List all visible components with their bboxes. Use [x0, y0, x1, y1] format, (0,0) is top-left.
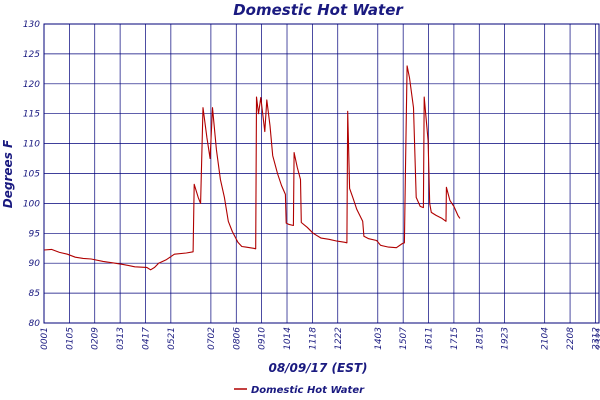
x-axis-label: 08/09/17 (EST) [268, 361, 367, 375]
x-tick-label: 0702 [207, 327, 217, 350]
y-tick-label: 110 [23, 140, 40, 150]
y-tick-labels: 80 85 90 95 100 105 110 115 120 125 130 [23, 20, 40, 329]
y-tick-label: 80 [29, 319, 41, 329]
x-tick-label: 0209 [91, 327, 101, 350]
x-tick-label: 1222 [334, 327, 344, 350]
x-tick-label: 0806 [232, 327, 242, 350]
y-tick-label: 125 [23, 50, 40, 60]
x-tick-label: 0313 [116, 327, 126, 350]
x-tick-label: 0521 [167, 327, 177, 350]
y-tick-label: 105 [23, 170, 40, 180]
y-tick-label: 95 [29, 229, 41, 239]
x-tick-label: 0001 [40, 327, 50, 350]
x-tick-label: 2104 [541, 327, 551, 350]
x-tick-label: 2208 [566, 327, 576, 350]
x-tick-label: 1118 [308, 327, 318, 350]
x-tick-label: 2321 [595, 327, 600, 350]
series-line [43, 65, 461, 271]
grid [43, 23, 600, 324]
x-tick-label: 1611 [425, 327, 435, 350]
series-group [43, 65, 461, 271]
x-tick-label: 0910 [258, 327, 268, 350]
x-tick-label: 0417 [141, 327, 151, 350]
plot-area [43, 23, 600, 324]
x-tick-label: 1715 [450, 327, 460, 350]
x-tick-label: 2312 [591, 327, 600, 350]
y-axis-label: Degrees F [1, 139, 15, 208]
y-tick-label: 120 [23, 80, 40, 90]
x-tick-label: 1819 [475, 327, 485, 350]
x-tick-labels: 0001 0105 0209 0313 0417 0521 0702 0806 0910 1014… [40, 327, 600, 350]
y-tick-label: 85 [29, 289, 41, 299]
y-tick-label: 130 [23, 20, 40, 30]
x-tick-label: 1507 [399, 327, 409, 350]
y-tick-label: 90 [29, 259, 41, 269]
x-tick-label: 1403 [374, 327, 384, 350]
x-tick-label: 1014 [283, 327, 293, 350]
x-tick-label: 0105 [65, 327, 75, 350]
legend: Domestic Hot Water [234, 385, 365, 396]
chart-title: Domestic Hot Water [233, 1, 404, 19]
legend-label: Domestic Hot Water [251, 385, 365, 396]
y-tick-label: 115 [23, 110, 40, 120]
x-tick-label: 1923 [501, 327, 511, 350]
y-tick-label: 100 [23, 199, 40, 209]
